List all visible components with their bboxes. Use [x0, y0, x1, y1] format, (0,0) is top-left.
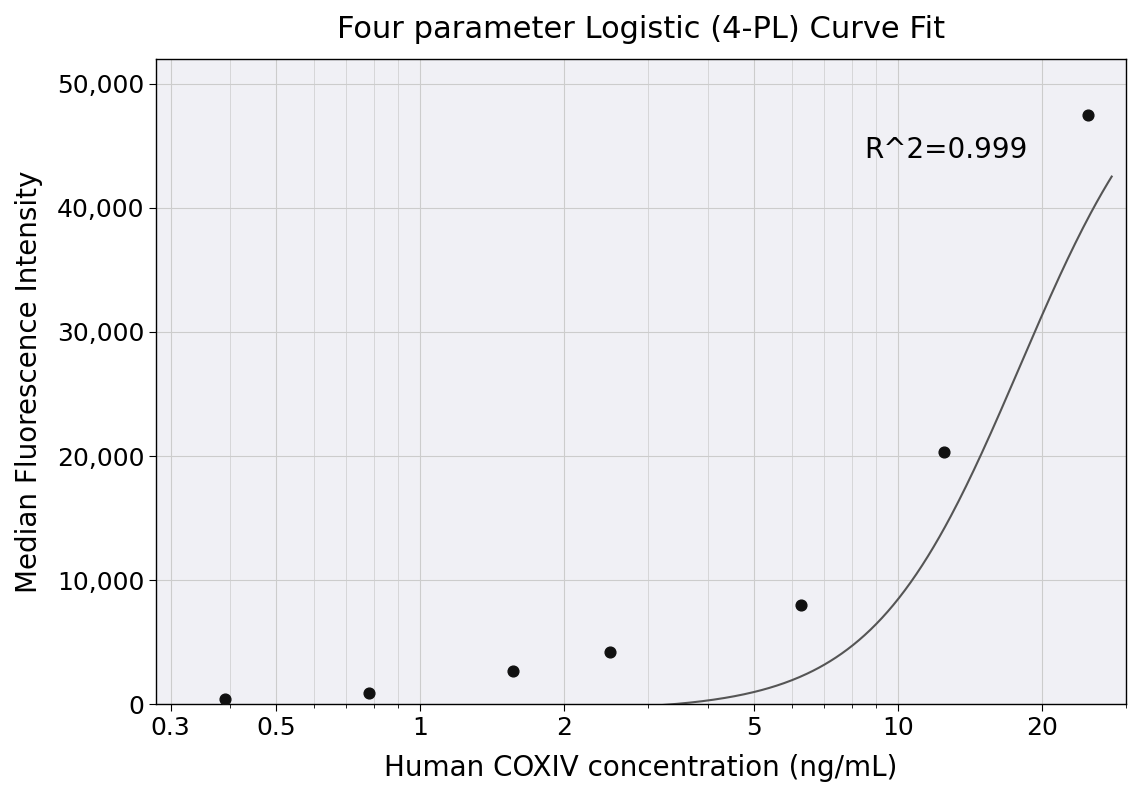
Text: R^2=0.999: R^2=0.999 [864, 136, 1027, 164]
Y-axis label: Median Fluorescence Intensity: Median Fluorescence Intensity [15, 171, 43, 593]
Point [1078, 108, 1097, 121]
X-axis label: Human COXIV concentration (ng/mL): Human COXIV concentration (ng/mL) [384, 754, 897, 782]
Point [791, 599, 809, 611]
Point [359, 687, 377, 700]
Title: Four parameter Logistic (4-PL) Curve Fit: Four parameter Logistic (4-PL) Curve Fit [336, 15, 944, 44]
Point [215, 693, 234, 705]
Point [503, 665, 521, 677]
Point [935, 446, 953, 459]
Point [601, 646, 619, 658]
